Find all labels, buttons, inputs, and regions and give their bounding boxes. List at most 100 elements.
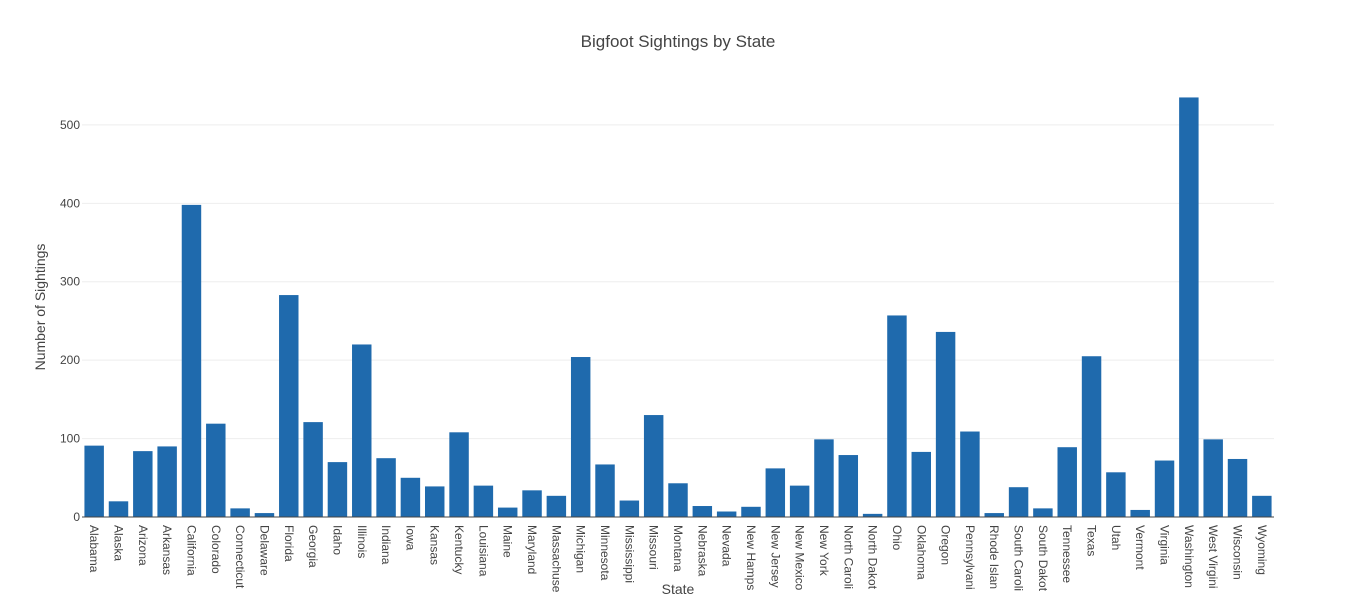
x-tick-label: Wyoming (1255, 525, 1269, 575)
x-tick-label: Washington (1182, 525, 1196, 588)
x-tick-label: Rhode Islan (987, 525, 1001, 589)
x-tick-label: Louisiana (476, 525, 490, 577)
x-tick-label: Illinois (355, 525, 369, 558)
bar-nebraska[interactable] (692, 506, 713, 517)
bar-south-carolina[interactable] (1008, 487, 1029, 517)
bar-utah[interactable] (1106, 472, 1126, 517)
bar-maryland[interactable] (522, 490, 542, 517)
x-tick-label: Minnesota (598, 525, 612, 581)
bar-nevada[interactable] (716, 511, 737, 517)
bar-texas[interactable] (1081, 356, 1102, 517)
bar-colorado[interactable] (206, 423, 226, 517)
x-tick-label: Utah (1109, 525, 1123, 550)
bar-michigan[interactable] (570, 357, 591, 517)
y-tick-label: 0 (73, 510, 80, 524)
bar-mississippi[interactable] (619, 500, 640, 517)
x-tick-label: Georgia (306, 525, 320, 568)
x-tick-label: California (184, 525, 198, 576)
bar-pennsylvania[interactable] (960, 431, 980, 517)
bar-minnesota[interactable] (595, 464, 615, 517)
x-tick-label: Delaware (257, 525, 271, 576)
x-tick-label: Missouri (647, 525, 661, 570)
bar-california[interactable] (181, 204, 202, 517)
bar-washington[interactable] (1179, 97, 1199, 518)
bar-virginia[interactable] (1154, 460, 1175, 517)
x-tick-label: Alaska (111, 525, 125, 561)
bar-wisconsin[interactable] (1227, 458, 1248, 517)
x-tick-label: Massachuse (549, 525, 563, 593)
bar-louisiana[interactable] (473, 485, 494, 517)
bar-delaware[interactable] (254, 513, 275, 517)
bar-rhode-island[interactable] (984, 513, 1004, 517)
bar-new-york[interactable] (814, 439, 834, 517)
x-tick-label: Colorado (209, 525, 223, 574)
x-tick-label: Idaho (330, 525, 344, 555)
bar-illinois[interactable] (352, 344, 372, 517)
y-axis-title: Number of Sightings (32, 244, 48, 371)
bar-massachusetts[interactable] (546, 495, 567, 517)
bar-montana[interactable] (668, 483, 688, 517)
y-tick-label: 500 (60, 118, 80, 132)
bar-new-jersey[interactable] (765, 468, 786, 517)
bar-wyoming[interactable] (1252, 495, 1272, 517)
bar-iowa[interactable] (400, 477, 421, 517)
x-tick-label: Maine (501, 525, 515, 558)
bar-vermont[interactable] (1130, 509, 1150, 517)
x-tick-label: Ohio (890, 525, 904, 551)
bar-tennessee[interactable] (1057, 447, 1077, 517)
x-tick-label: Connecticut (233, 525, 247, 589)
x-tick-label: Arizona (136, 525, 150, 566)
bar-kentucky[interactable] (449, 432, 469, 517)
bar-west-virginia[interactable] (1203, 439, 1223, 517)
x-tick-label: Kentucky (452, 525, 466, 574)
bar-florida[interactable] (279, 295, 299, 517)
x-tick-label: Arkansas (160, 525, 174, 575)
bar-new-mexico[interactable] (789, 485, 810, 517)
y-axis-ticks: 0 100 200 300 400 500 (60, 118, 80, 524)
bar-kansas[interactable] (425, 486, 445, 517)
x-tick-label: New Hamps (744, 525, 758, 590)
bar-north-carolina[interactable] (838, 455, 859, 517)
x-tick-label: Oklahoma (914, 525, 928, 580)
x-tick-label: Vermont (1133, 525, 1147, 570)
x-tick-label: Alabama (87, 525, 101, 573)
x-tick-label: Montana (671, 525, 685, 572)
bar-north-dakota[interactable] (862, 513, 883, 517)
bar-alaska[interactable] (108, 501, 129, 517)
x-tick-label: Michigan (574, 525, 588, 573)
bar-arkansas[interactable] (157, 446, 177, 517)
bars (84, 97, 1272, 518)
bar-maine[interactable] (497, 507, 518, 517)
bar-missouri[interactable] (643, 415, 664, 517)
bar-new-hampshire[interactable] (741, 506, 761, 517)
x-tick-label: Maryland (525, 525, 539, 574)
x-tick-label: Oregon (939, 525, 953, 565)
x-tick-label: Virginia (1158, 525, 1172, 565)
x-tick-label: Mississippi (622, 525, 636, 583)
bar-oregon[interactable] (935, 331, 956, 517)
bar-arizona[interactable] (133, 451, 153, 517)
x-tick-label: New York (817, 525, 831, 577)
x-tick-label: North Dakot (866, 525, 880, 590)
x-tick-label: New Mexico (793, 525, 807, 591)
bar-georgia[interactable] (303, 422, 323, 517)
x-tick-label: Pennsylvani (963, 525, 977, 590)
x-tick-label: Wisconsin (1231, 525, 1245, 580)
bar-connecticut[interactable] (230, 508, 250, 517)
x-tick-label: Iowa (403, 525, 417, 551)
bar-idaho[interactable] (327, 462, 348, 517)
bar-south-dakota[interactable] (1033, 508, 1053, 517)
y-tick-label: 300 (60, 275, 80, 289)
x-axis-title: State (662, 581, 695, 597)
x-tick-label: Kansas (428, 525, 442, 565)
x-tick-label: Nebraska (695, 525, 709, 577)
y-tick-label: 200 (60, 353, 80, 367)
x-tick-label: West Virgini (1206, 525, 1220, 589)
bar-ohio[interactable] (887, 315, 907, 517)
x-tick-label: New Jersey (768, 525, 782, 588)
bar-indiana[interactable] (376, 458, 396, 517)
bar-alabama[interactable] (84, 445, 104, 517)
bar-oklahoma[interactable] (911, 451, 931, 517)
